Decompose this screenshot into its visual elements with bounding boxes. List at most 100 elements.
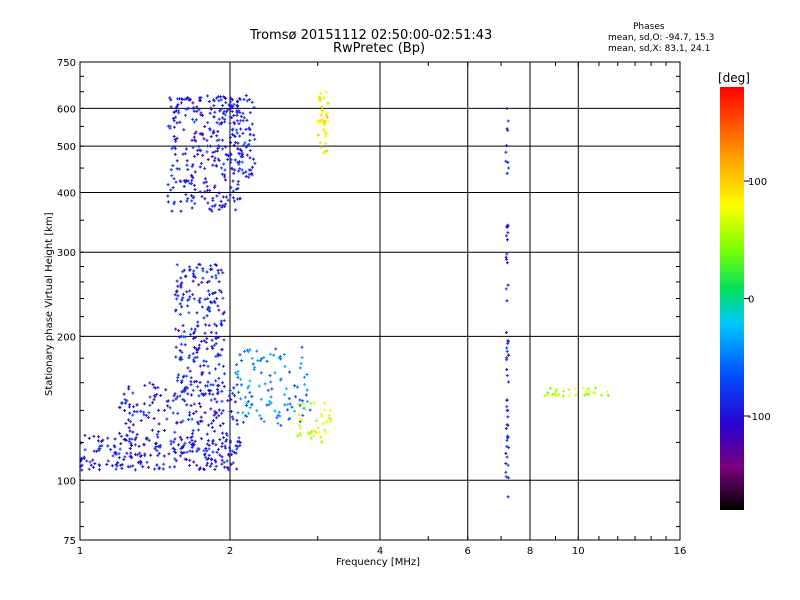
data-point xyxy=(271,387,273,391)
data-point xyxy=(309,408,311,412)
data-point xyxy=(159,443,161,447)
data-point xyxy=(237,186,239,190)
data-point xyxy=(233,394,235,398)
data-point xyxy=(222,364,224,368)
data-point xyxy=(124,408,126,412)
data-point xyxy=(99,444,101,448)
data-point xyxy=(153,417,155,421)
data-point xyxy=(249,406,251,410)
data-point xyxy=(268,403,270,407)
data-point xyxy=(175,459,177,463)
data-point xyxy=(176,167,178,171)
data-point xyxy=(240,397,242,401)
data-point xyxy=(81,457,83,461)
data-point xyxy=(174,147,176,151)
data-point xyxy=(129,437,131,441)
data-point xyxy=(202,114,204,118)
data-point xyxy=(323,96,325,100)
data-point xyxy=(170,168,172,172)
data-point xyxy=(230,96,232,100)
data-point xyxy=(191,165,193,169)
data-point xyxy=(173,134,175,138)
data-point xyxy=(240,119,242,123)
data-point xyxy=(195,410,197,414)
data-point xyxy=(143,413,145,417)
data-point xyxy=(173,119,175,123)
data-point xyxy=(240,149,242,153)
data-point xyxy=(193,274,195,278)
data-point xyxy=(217,392,219,396)
data-point xyxy=(507,463,509,467)
data-point xyxy=(198,394,200,398)
data-point xyxy=(175,451,177,455)
data-point xyxy=(224,96,226,100)
data-point xyxy=(222,271,224,275)
data-point xyxy=(231,128,233,132)
data-point xyxy=(218,117,220,121)
y-tick-label: 400 xyxy=(57,188,76,199)
data-point xyxy=(568,394,570,398)
data-point xyxy=(192,176,194,180)
data-point xyxy=(279,355,281,359)
x-tick-label: 4 xyxy=(377,546,383,557)
data-point xyxy=(208,423,210,427)
data-point xyxy=(207,144,209,148)
data-point xyxy=(198,402,200,406)
data-point xyxy=(119,463,121,467)
data-point xyxy=(183,128,185,132)
data-point xyxy=(112,454,114,458)
data-point xyxy=(212,383,214,387)
data-point xyxy=(128,405,130,409)
data-point xyxy=(205,384,207,388)
data-point xyxy=(107,444,109,448)
data-point xyxy=(242,119,244,123)
x-tick-label: 6 xyxy=(465,546,471,557)
data-point xyxy=(129,465,131,469)
data-point xyxy=(185,107,187,111)
data-point xyxy=(506,144,508,148)
data-point xyxy=(213,131,215,135)
data-point xyxy=(153,398,155,402)
data-point xyxy=(505,150,507,154)
data-point xyxy=(226,459,228,463)
data-point xyxy=(115,451,117,455)
data-point xyxy=(180,420,182,424)
data-point xyxy=(111,464,113,468)
data-point xyxy=(207,201,209,205)
data-point xyxy=(176,159,178,163)
data-point xyxy=(186,403,188,407)
data-point xyxy=(230,160,232,164)
data-point xyxy=(215,443,217,447)
data-point xyxy=(223,372,225,376)
data-point xyxy=(182,397,184,401)
data-point xyxy=(174,138,176,142)
data-point xyxy=(234,122,236,126)
data-point xyxy=(254,137,256,141)
data-point xyxy=(325,133,327,137)
data-point xyxy=(549,386,551,390)
data-point xyxy=(246,99,248,103)
data-point xyxy=(216,194,218,198)
data-point xyxy=(130,420,132,424)
data-point xyxy=(191,438,193,442)
data-point xyxy=(243,349,245,353)
data-point xyxy=(100,439,102,443)
data-point xyxy=(172,399,174,403)
data-point xyxy=(200,405,202,409)
data-point xyxy=(507,231,509,235)
data-point xyxy=(128,387,130,391)
data-point xyxy=(208,443,210,447)
data-point xyxy=(198,343,200,347)
data-point xyxy=(172,186,174,190)
data-point xyxy=(319,96,321,100)
data-point xyxy=(204,125,206,129)
data-point xyxy=(237,369,239,373)
data-point xyxy=(197,348,199,352)
data-point xyxy=(214,467,216,471)
data-point xyxy=(170,98,172,102)
data-point xyxy=(248,175,250,179)
data-point xyxy=(186,458,188,462)
data-point xyxy=(243,116,245,120)
data-point xyxy=(216,96,218,100)
data-point xyxy=(216,324,218,328)
